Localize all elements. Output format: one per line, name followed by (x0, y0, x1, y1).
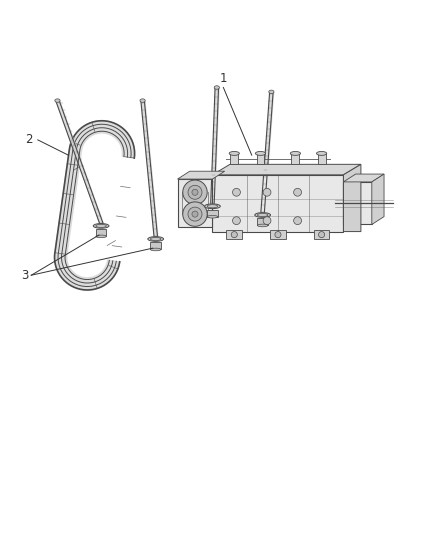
Circle shape (231, 231, 237, 238)
Circle shape (183, 202, 207, 227)
Polygon shape (177, 171, 225, 179)
Bar (230, 154, 238, 164)
Polygon shape (258, 219, 268, 225)
Ellipse shape (93, 223, 109, 228)
Ellipse shape (258, 213, 268, 216)
Ellipse shape (290, 151, 300, 156)
Ellipse shape (317, 151, 327, 156)
Ellipse shape (207, 205, 218, 208)
Circle shape (188, 207, 202, 221)
Circle shape (233, 188, 240, 196)
Polygon shape (96, 229, 106, 236)
Circle shape (293, 188, 301, 196)
Ellipse shape (207, 215, 218, 218)
Ellipse shape (150, 237, 161, 240)
Ellipse shape (96, 224, 106, 228)
Polygon shape (54, 121, 134, 290)
Ellipse shape (258, 224, 268, 227)
Circle shape (192, 211, 198, 217)
Ellipse shape (148, 237, 163, 241)
Ellipse shape (205, 204, 220, 208)
Polygon shape (150, 243, 161, 249)
Ellipse shape (255, 151, 265, 156)
Polygon shape (372, 174, 384, 224)
Polygon shape (207, 210, 218, 217)
Bar (177, 179, 212, 227)
Bar (318, 154, 325, 164)
Ellipse shape (55, 99, 60, 102)
Ellipse shape (150, 248, 161, 251)
Circle shape (318, 231, 325, 238)
Bar (226, 230, 242, 239)
Ellipse shape (96, 235, 106, 238)
Ellipse shape (229, 151, 240, 156)
Circle shape (192, 189, 198, 195)
Circle shape (188, 185, 202, 199)
Bar (343, 182, 372, 224)
Text: 3: 3 (21, 269, 28, 282)
Ellipse shape (140, 99, 145, 102)
Ellipse shape (255, 213, 271, 217)
Polygon shape (212, 164, 361, 175)
Polygon shape (343, 174, 384, 182)
Circle shape (183, 180, 207, 205)
Bar (212, 175, 343, 231)
Text: 2: 2 (25, 133, 33, 147)
Ellipse shape (214, 86, 219, 89)
Circle shape (275, 231, 281, 238)
Circle shape (293, 217, 301, 224)
Polygon shape (343, 164, 361, 231)
Circle shape (263, 188, 271, 196)
Bar (257, 154, 265, 164)
Text: 1: 1 (219, 72, 227, 85)
Circle shape (233, 217, 240, 224)
Bar (314, 230, 329, 239)
Bar (270, 230, 286, 239)
Circle shape (263, 217, 271, 224)
Ellipse shape (269, 90, 274, 94)
Bar (291, 154, 299, 164)
